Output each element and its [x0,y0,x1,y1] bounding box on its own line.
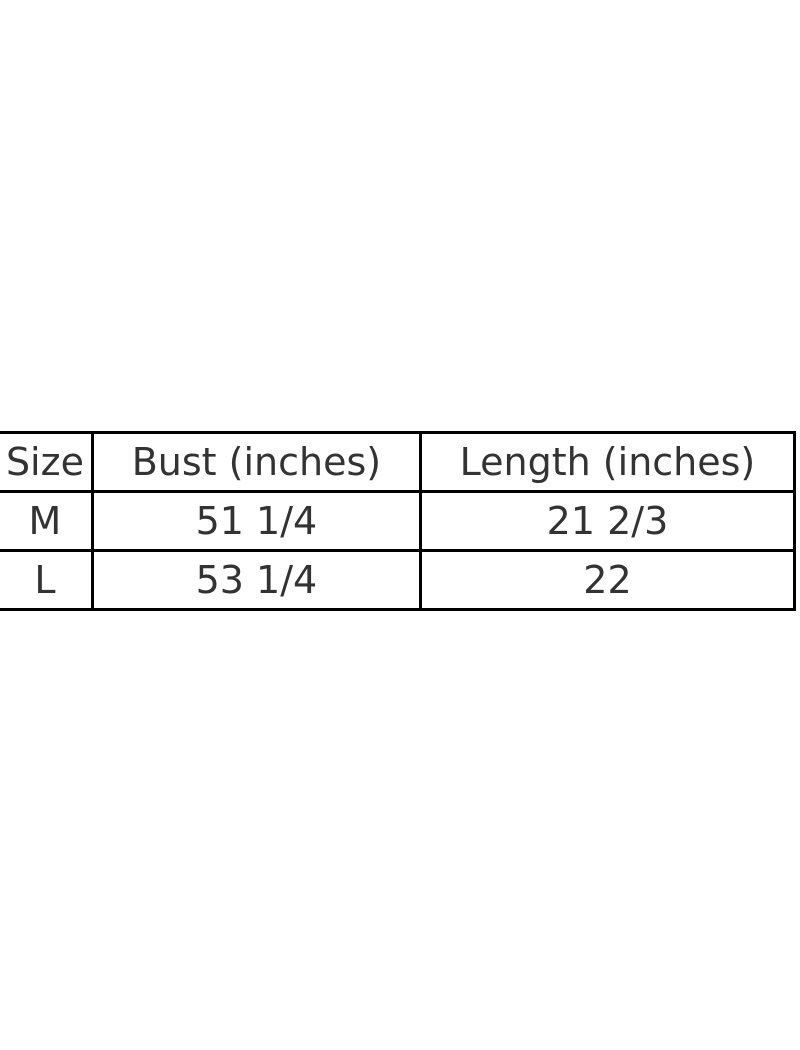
cell-size: M [0,490,94,552]
size-chart-table: Size Bust (inches) Length (inches) M 51 … [0,431,797,611]
header-length: Length (inches) [418,431,797,493]
table-row: L 53 1/4 22 [0,549,797,611]
cell-bust: 51 1/4 [90,490,422,552]
cell-bust: 53 1/4 [90,549,422,611]
header-size: Size [0,431,94,493]
cell-length: 21 2/3 [418,490,797,552]
table-header-row: Size Bust (inches) Length (inches) [0,431,797,493]
cell-length: 22 [418,549,797,611]
cell-size: L [0,549,94,611]
header-bust: Bust (inches) [90,431,422,493]
table-row: M 51 1/4 21 2/3 [0,490,797,552]
